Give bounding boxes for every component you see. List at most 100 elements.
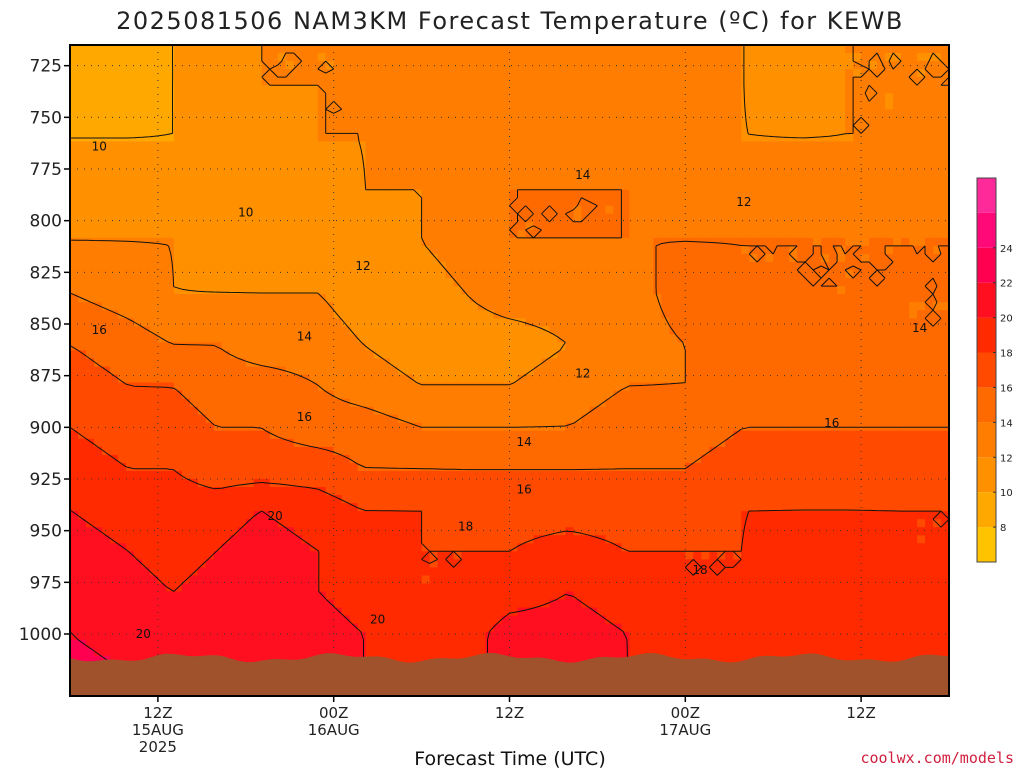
temperature-cell (829, 229, 838, 239)
temperature-cell (101, 61, 111, 70)
temperature-cell (173, 61, 183, 70)
temperature-cell (85, 165, 95, 175)
temperature-cell (629, 342, 638, 352)
temperature-cell (117, 197, 127, 207)
temperature-cell (837, 245, 846, 255)
temperature-cell (877, 294, 886, 303)
temperature-cell (261, 302, 271, 311)
temperature-cell (205, 101, 215, 110)
temperature-cell (837, 310, 846, 319)
temperature-cell (429, 358, 439, 368)
temperature-cell (181, 294, 191, 303)
temperature-cell (245, 286, 255, 295)
temperature-cell (237, 253, 247, 263)
temperature-cell (581, 149, 591, 159)
temperature-cell (453, 69, 463, 78)
temperature-cell (205, 125, 215, 135)
temperature-cell (85, 286, 95, 295)
temperature-cell (677, 302, 686, 311)
temperature-cell (637, 53, 646, 62)
temperature-cell (317, 45, 327, 54)
temperature-cell (557, 93, 567, 102)
temperature-cell (317, 342, 327, 352)
temperature-cell (533, 157, 543, 167)
temperature-cell (197, 294, 207, 303)
temperature-cell (917, 61, 926, 70)
temperature-cell (621, 101, 630, 110)
temperature-cell (605, 310, 614, 319)
temperature-cell (829, 398, 838, 408)
temperature-cell (653, 165, 662, 175)
temperature-cell (693, 197, 702, 207)
temperature-cell (477, 197, 487, 207)
temperature-cell (333, 133, 343, 143)
temperature-cell (781, 374, 790, 384)
temperature-cell (245, 221, 255, 231)
temperature-cell (733, 93, 742, 102)
temperature-cell (861, 326, 870, 335)
temperature-cell (861, 310, 870, 319)
temperature-cell (877, 245, 886, 255)
temperature-cell (85, 398, 95, 408)
temperature-cell (229, 45, 239, 54)
temperature-cell (733, 77, 742, 86)
temperature-cell (333, 93, 343, 102)
temperature-cell (517, 334, 527, 343)
temperature-cell (109, 342, 119, 352)
temperature-cell (933, 181, 942, 191)
temperature-cell (229, 221, 239, 231)
temperature-cell (341, 213, 351, 223)
temperature-cell (925, 53, 934, 62)
temperature-cell (133, 358, 143, 368)
temperature-cell (757, 173, 766, 183)
temperature-cell (85, 406, 95, 416)
temperature-cell (349, 262, 359, 271)
temperature-cell (429, 302, 439, 311)
temperature-cell (621, 253, 630, 263)
temperature-cell (893, 270, 902, 279)
temperature-cell (877, 213, 886, 223)
temperature-cell (397, 213, 407, 223)
temperature-cell (205, 310, 215, 319)
temperature-cell (325, 406, 335, 416)
temperature-cell (397, 61, 407, 70)
temperature-cell (149, 334, 159, 343)
temperature-cell (157, 53, 167, 62)
temperature-cell (805, 302, 814, 311)
temperature-cell (829, 390, 838, 400)
temperature-cell (885, 342, 894, 352)
temperature-cell (661, 125, 670, 135)
temperature-cell (469, 262, 479, 271)
temperature-cell (493, 93, 503, 102)
temperature-cell (557, 286, 567, 295)
temperature-cell (213, 117, 223, 126)
temperature-cell (301, 358, 311, 368)
temperature-cell (877, 61, 886, 70)
temperature-cell (645, 181, 654, 191)
temperature-cell (173, 398, 183, 408)
temperature-cell (445, 286, 455, 295)
temperature-cell (653, 173, 662, 183)
temperature-cell (173, 318, 183, 327)
temperature-cell (405, 334, 415, 343)
temperature-cell (173, 173, 183, 183)
temperature-cell (909, 278, 918, 287)
temperature-cell (693, 294, 702, 303)
temperature-cell (229, 398, 239, 408)
temperature-cell (525, 326, 535, 335)
temperature-cell (285, 77, 295, 86)
temperature-cell (77, 326, 87, 335)
temperature-cell (621, 390, 630, 400)
temperature-cell (133, 149, 143, 159)
temperature-cell (685, 302, 694, 311)
temperature-cell (909, 85, 918, 94)
temperature-cell (557, 165, 567, 175)
temperature-cell (453, 374, 463, 384)
temperature-cell (837, 229, 846, 239)
temperature-cell (573, 253, 583, 263)
temperature-cell (749, 117, 758, 126)
temperature-cell (597, 93, 606, 102)
temperature-cell (245, 141, 255, 151)
temperature-cell (669, 278, 678, 287)
